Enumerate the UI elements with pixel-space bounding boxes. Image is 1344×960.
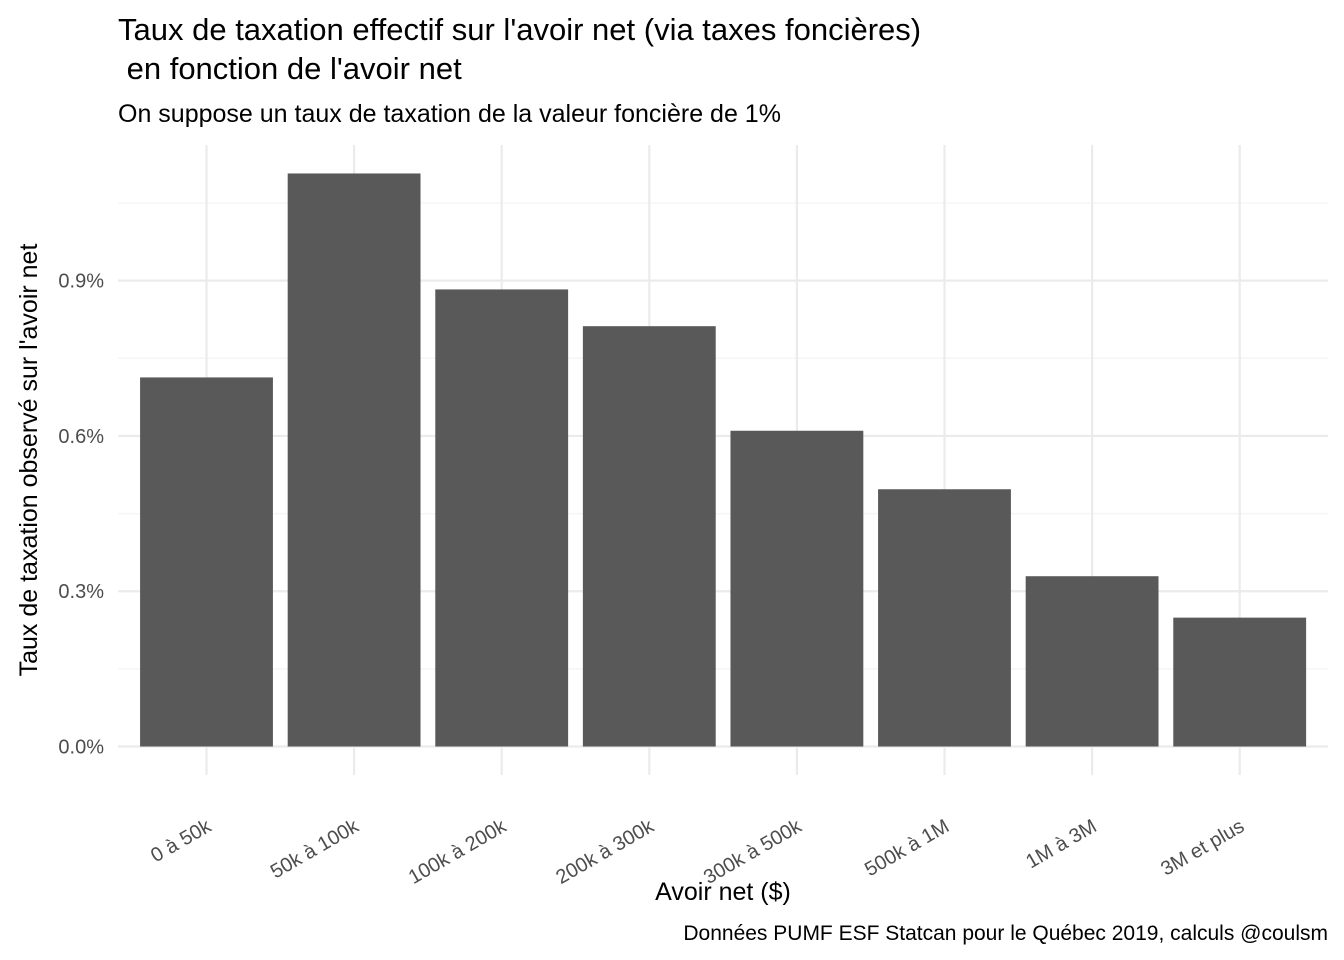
chart-caption: Données PUMF ESF Statcan pour le Québec … — [683, 922, 1328, 945]
x-axis-title: Avoir net ($) — [655, 878, 791, 906]
bar-3 — [582, 326, 716, 747]
x-tick-label: 1M à 3M — [1022, 815, 1100, 873]
x-tick-label: 500k à 1M — [861, 815, 953, 881]
chart-title-line2: en fonction de l'avoir net — [118, 51, 462, 86]
bar-7 — [1173, 617, 1307, 747]
y-tick-label: 0.9% — [58, 271, 104, 293]
y-tick-label: 0.3% — [58, 581, 104, 603]
y-tick-label: 0.0% — [58, 737, 104, 759]
y-tick-label: 0.6% — [58, 426, 104, 448]
x-tick-label: 0 à 50k — [147, 815, 216, 867]
bar-0 — [140, 377, 273, 747]
chart-title-line1: Taux de taxation effectif sur l'avoir ne… — [118, 12, 921, 47]
x-tick-label: 50k à 100k — [267, 815, 364, 883]
y-axis-title: Taux de taxation observé sur l'avoir net — [15, 244, 43, 677]
bar-4 — [730, 430, 864, 747]
bar-1 — [287, 173, 421, 747]
bar-6 — [1025, 576, 1159, 747]
bar-5 — [878, 489, 1011, 747]
x-tick-label: 100k à 200k — [405, 815, 511, 889]
chart-subtitle: On suppose un taux de taxation de la val… — [118, 100, 781, 128]
x-tick-label: 3M et plus — [1157, 815, 1248, 880]
x-tick-label: 200k à 300k — [552, 815, 658, 889]
y-axis-ticks: 0.0% 0.3% 0.6% 0.9% — [58, 271, 104, 759]
bars — [140, 173, 1307, 747]
bar-2 — [435, 289, 569, 747]
